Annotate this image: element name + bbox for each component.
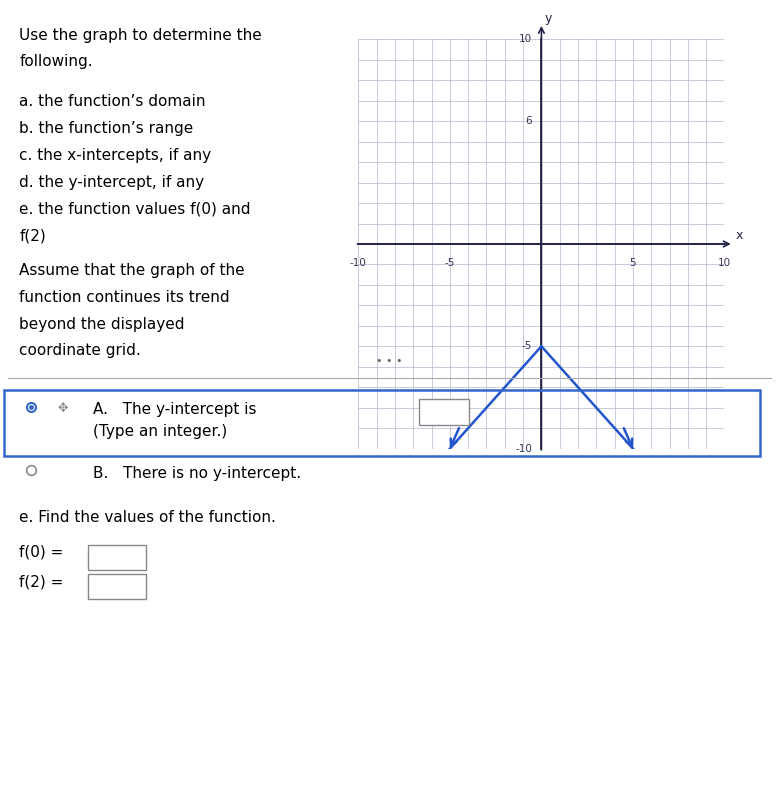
Text: f(0) =: f(0) =	[19, 545, 64, 560]
Text: B.   There is no y-intercept.: B. There is no y-intercept.	[93, 466, 301, 481]
Text: • • •: • • •	[376, 356, 403, 366]
Text: f(2) =: f(2) =	[19, 575, 64, 589]
FancyBboxPatch shape	[88, 545, 146, 570]
Text: e. Find the values of the function.: e. Find the values of the function.	[19, 510, 277, 525]
Text: b. the function’s range: b. the function’s range	[19, 121, 194, 136]
Text: 5: 5	[629, 258, 636, 268]
Text: coordinate grid.: coordinate grid.	[19, 343, 141, 358]
Text: 10: 10	[718, 258, 731, 268]
Text: function continues its trend: function continues its trend	[19, 290, 230, 305]
Text: -10: -10	[350, 258, 367, 268]
Text: c. the x-intercepts, if any: c. the x-intercepts, if any	[19, 148, 212, 163]
Text: -5: -5	[522, 342, 532, 351]
Text: d. the y-intercept, if any: d. the y-intercept, if any	[19, 175, 205, 190]
Text: Assume that the graph of the: Assume that the graph of the	[19, 263, 245, 278]
Text: -5: -5	[445, 258, 455, 268]
Text: a. the function’s domain: a. the function’s domain	[19, 94, 206, 109]
Text: A.   The y-intercept is: A. The y-intercept is	[93, 401, 257, 416]
Text: (Type an integer.): (Type an integer.)	[93, 424, 227, 439]
Text: ✥: ✥	[57, 401, 68, 415]
Text: x: x	[735, 229, 743, 242]
Text: beyond the displayed: beyond the displayed	[19, 316, 185, 331]
Text: 10: 10	[519, 35, 532, 44]
Text: 6: 6	[526, 116, 532, 126]
FancyBboxPatch shape	[88, 575, 146, 600]
Text: -10: -10	[516, 444, 532, 453]
Text: e. the function values f(0) and: e. the function values f(0) and	[19, 201, 251, 216]
Text: Use the graph to determine the: Use the graph to determine the	[19, 28, 263, 42]
Text: y: y	[545, 13, 552, 25]
Text: following.: following.	[19, 54, 93, 69]
FancyBboxPatch shape	[419, 399, 469, 425]
Text: f(2): f(2)	[19, 228, 46, 243]
